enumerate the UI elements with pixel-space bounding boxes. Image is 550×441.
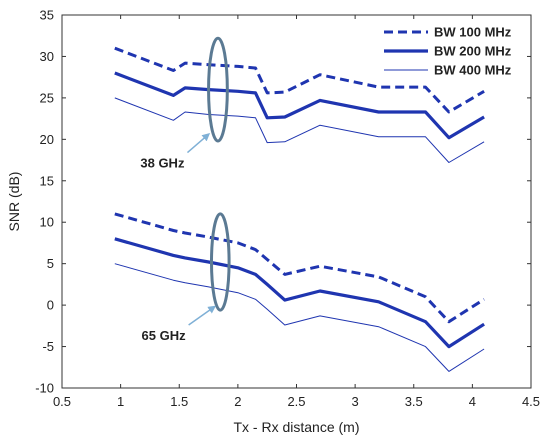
x-tick-label: 2	[234, 394, 241, 409]
y-tick-label: -10	[35, 381, 54, 396]
x-tick-label: 3	[352, 394, 359, 409]
x-tick-label: 4.5	[522, 394, 540, 409]
series-line-38ghz-200mhz	[114, 71, 485, 140]
series-lines	[114, 46, 485, 372]
series-line-38ghz-400mhz	[114, 97, 485, 163]
annotation-arrow	[186, 133, 211, 154]
x-tick-label: 4	[469, 394, 476, 409]
annotation-arrow	[188, 305, 217, 326]
y-axis-label: SNR (dB)	[6, 172, 22, 232]
annotation-label: 38 GHz	[140, 156, 185, 171]
legend-label: BW 200 MHz	[434, 44, 512, 59]
y-tick-label: 30	[40, 49, 54, 64]
y-tick-label: 10	[40, 215, 54, 230]
x-tick-label: 3.5	[405, 394, 423, 409]
x-tick-label: 1	[117, 394, 124, 409]
annotations: 38 GHz 65 GHz	[140, 36, 231, 343]
legend-label: BW 400 MHz	[434, 63, 512, 78]
series-line-65ghz-200mhz	[114, 237, 485, 349]
y-tick-label: -5	[42, 339, 54, 354]
series-line-65ghz-400mhz	[114, 263, 485, 372]
axes: 0.5 1 1.5 2 2.5 3 3.5 4 4.5 -10 -5 0 5 10 15 20 25 30 35 Tx…	[6, 8, 540, 436]
series-line-65ghz-100mhz	[114, 212, 485, 324]
y-tick-label: 25	[40, 90, 54, 105]
y-tick-label: 15	[40, 173, 54, 188]
x-tick-label: 0.5	[53, 394, 71, 409]
x-axis-label: Tx - Rx distance (m)	[233, 419, 359, 435]
x-tick-label: 2.5	[287, 394, 305, 409]
annotation-label: 65 GHz	[142, 328, 187, 343]
legend-label: BW 100 MHz	[434, 25, 512, 40]
y-tick-label: 20	[40, 132, 54, 147]
y-tick-label: 5	[47, 256, 54, 271]
x-tick-label: 1.5	[170, 394, 188, 409]
annotation-ellipse	[209, 212, 231, 312]
annotation-ellipse	[207, 36, 229, 143]
y-tick-label: 0	[47, 298, 54, 313]
legend: BW 100 MHz BW 200 MHz BW 400 MHz	[384, 25, 512, 78]
y-tick-label: 35	[40, 8, 54, 23]
series-line-38ghz-100mhz	[114, 46, 485, 114]
